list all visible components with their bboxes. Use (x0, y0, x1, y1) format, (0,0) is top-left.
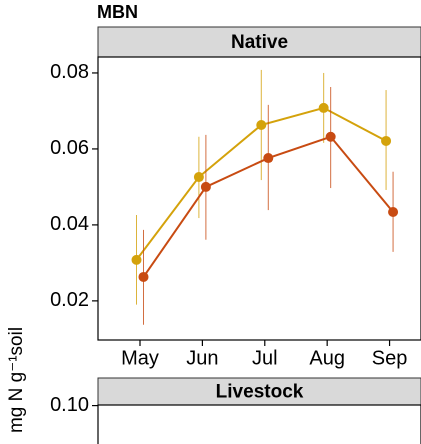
point (381, 135, 392, 146)
panel (97, 56, 421, 341)
y-tick-label: 0.10 (50, 394, 89, 416)
y-tick-label: 0.02 (50, 289, 89, 311)
strip (97, 26, 421, 58)
point (256, 119, 267, 130)
point (131, 254, 142, 265)
strip-label: Native (231, 32, 288, 53)
panel (97, 404, 421, 444)
y-tick-label: 0.06 (50, 137, 89, 159)
point (388, 206, 399, 217)
x-tick-label: May (121, 347, 159, 369)
point (325, 131, 336, 142)
strip-label: Livestock (216, 382, 304, 403)
x-tick-label: Jun (186, 347, 218, 369)
point (318, 102, 329, 113)
x-tick-label: Sep (372, 347, 408, 369)
point (200, 181, 211, 192)
x-tick-label: Aug (309, 347, 345, 369)
y-tick-label: 0.08 (50, 61, 89, 83)
chart-title: MBN (97, 2, 138, 22)
y-axis-label: mg N g⁻¹soil (6, 327, 27, 433)
x-tick-label: Jul (252, 347, 278, 369)
point (263, 153, 274, 164)
y-tick-label: 0.04 (50, 213, 89, 235)
point (193, 172, 204, 183)
point (138, 271, 149, 282)
